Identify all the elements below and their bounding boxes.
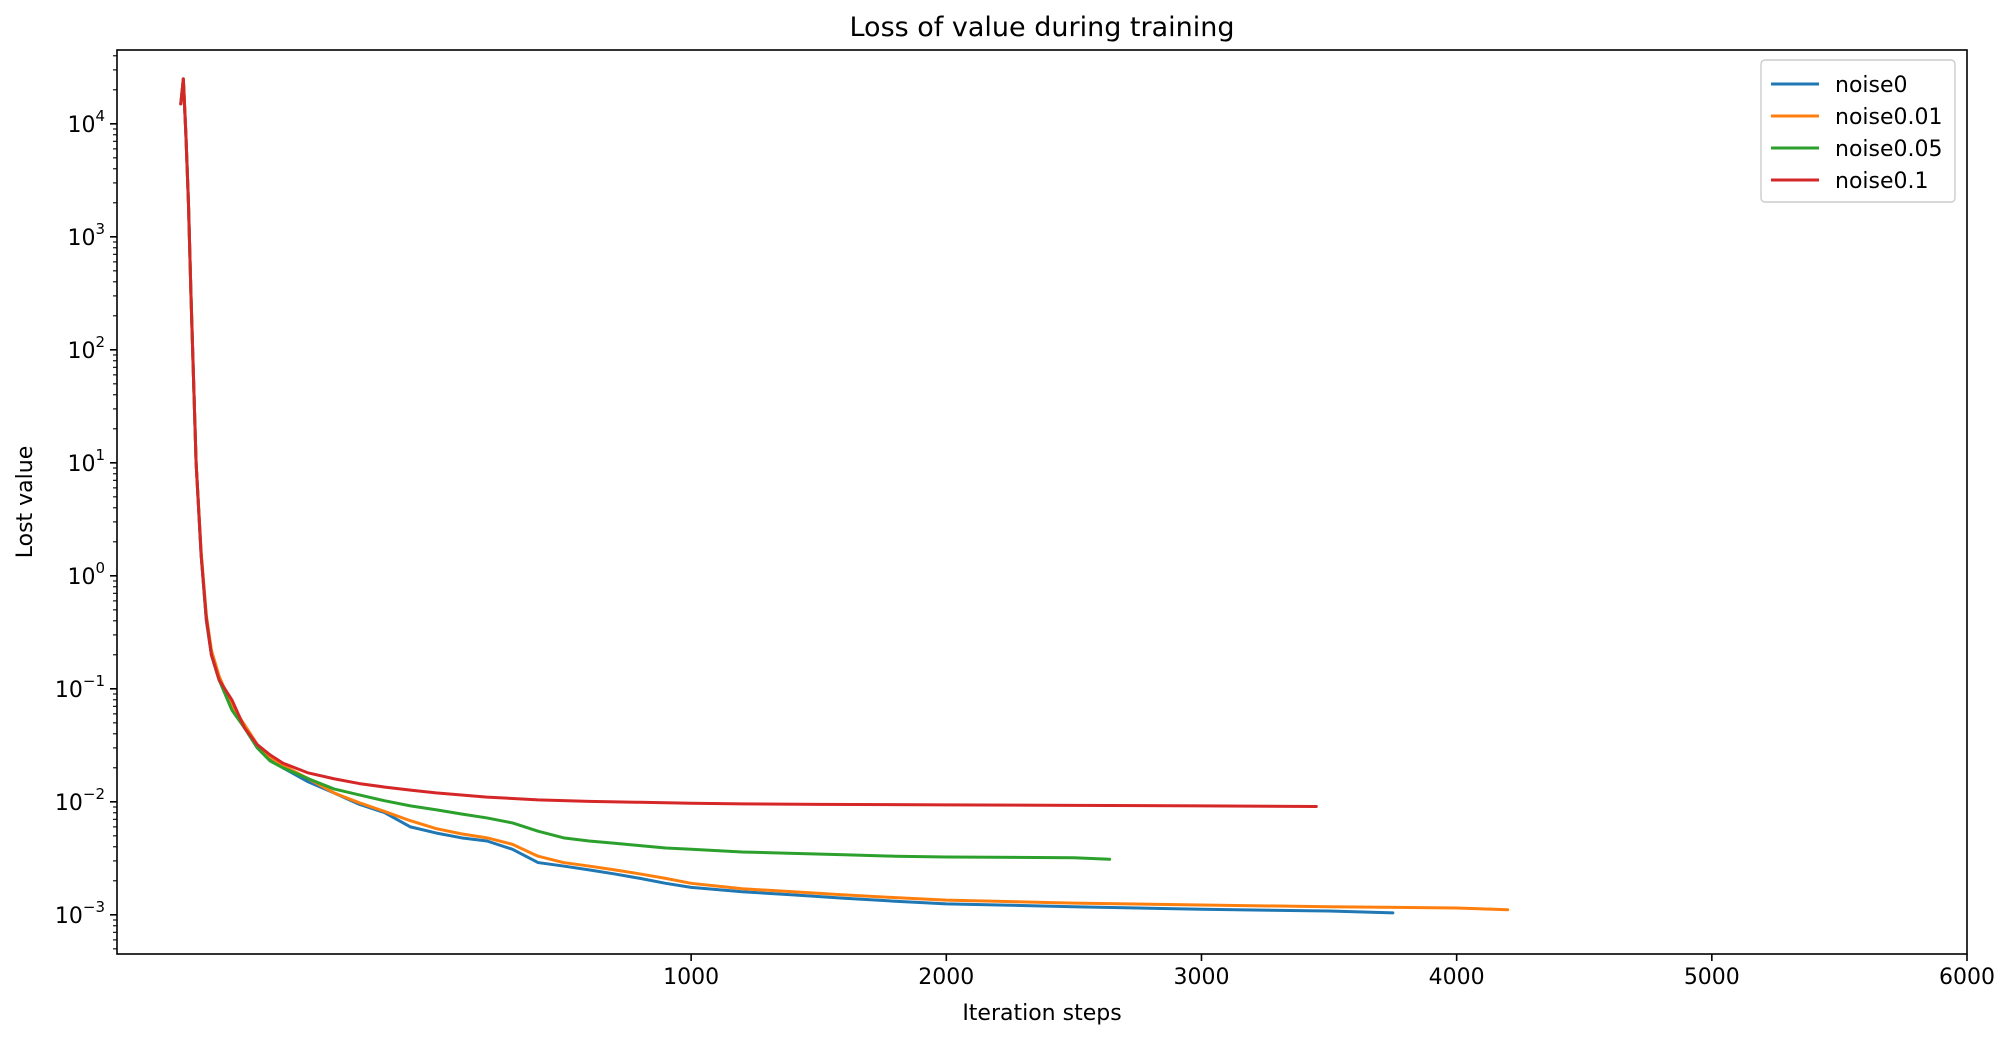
x-axis: 1000 2000 3000 4000 5000 6000 [663,954,1995,990]
legend: noise0 noise0.01 noise0.05 noise0.1 [1760,59,1956,203]
plot-lines [179,77,1510,915]
series-line-3 [179,77,1318,808]
x-tick-label: 4000 [1429,965,1485,990]
x-tick-label: 3000 [1173,965,1229,990]
y-tick-label: 101 [67,446,105,477]
x-axis-title: Iteration steps [962,1001,1121,1026]
y-tick-label: 104 [67,107,105,138]
y-tick-label: 10−3 [55,898,105,929]
legend-box [1760,59,1956,203]
x-tick-label: 6000 [1939,965,1995,990]
x-tick-label: 2000 [918,965,974,990]
y-tick-label: 102 [67,333,105,364]
y-tick-label: 103 [67,220,105,251]
legend-label-0: noise0 [1835,73,1908,98]
y-tick-label: 10−2 [55,785,105,816]
legend-label-2: noise0.05 [1835,137,1943,162]
plot-frame [116,49,1968,955]
y-axis-title: Lost value [13,446,38,559]
y-tick-label: 10−1 [55,672,105,703]
y-tick-label: 100 [67,559,105,590]
legend-label-3: noise0.1 [1835,169,1929,194]
x-tick-label: 5000 [1684,965,1740,990]
y-axis: 10−3 10−2 10−1 100 101 102 103 104 [55,55,117,950]
chart-title: Loss of value during training [849,12,1234,43]
legend-label-1: noise0.01 [1835,105,1943,130]
x-tick-label: 1000 [663,965,719,990]
